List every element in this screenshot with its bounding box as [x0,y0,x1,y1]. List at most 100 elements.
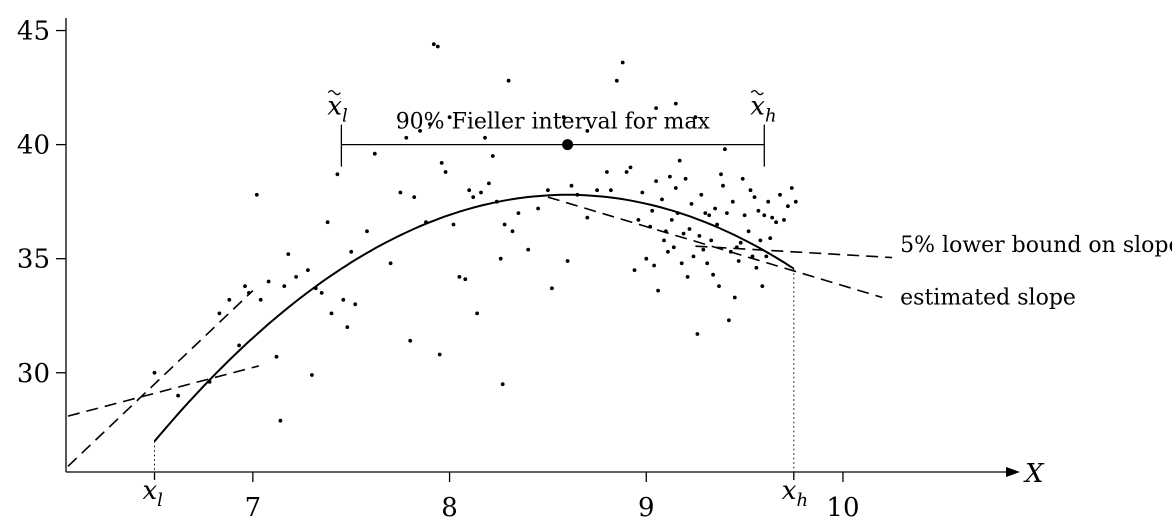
data-point [335,172,340,177]
data-point [654,106,658,110]
data-point [372,151,377,156]
data-point [439,161,444,165]
data-point [467,188,472,193]
data-point [717,284,721,288]
x-axis-arrow [1006,467,1020,477]
data-point [408,338,413,343]
x-special-label: xl [143,476,164,511]
data-point [685,275,690,279]
data-point [398,190,403,195]
data-point [721,183,725,188]
data-point [750,254,755,259]
data-point [345,325,350,329]
x-tick-label: 7 [245,493,262,523]
annotations: 5% lower bound on slope estimated slope [900,233,1172,310]
data-point [353,302,358,307]
fieller-low-label-sub: l [342,106,348,127]
data-point [770,215,775,220]
data-point [666,249,670,254]
data-point [662,238,666,243]
data-point [471,195,476,200]
data-point [506,78,511,83]
data-point [266,279,271,284]
data-point [652,263,656,268]
data-point [730,199,735,204]
data-point [341,297,346,302]
data-point [677,158,682,163]
data-point [585,215,590,220]
data-point [306,268,310,272]
data-point [693,115,698,120]
data-point [605,170,609,174]
data-point [679,261,684,266]
data-point [500,382,505,387]
data-point [457,275,462,279]
x-axis-label: X [1023,459,1045,489]
data-point [447,115,452,120]
data-point [707,213,712,218]
data-point [758,238,763,243]
x-tick-label: 9 [638,493,655,523]
data-point [756,208,761,213]
data-point [282,284,287,288]
data-point [546,188,550,193]
data-point [595,188,599,193]
data-point [687,227,692,231]
data-point [152,370,157,375]
data-point [479,190,483,195]
data-point [766,199,771,204]
data-point [286,252,291,256]
data-point [668,174,672,179]
tangent-line-lower-bound-slope [695,245,893,259]
annotation-label: 5% lower bound on slope [900,233,1172,258]
data-point [760,284,765,288]
fieller-low-label: xl [327,92,348,127]
fieller-high-label-main: x [750,92,765,122]
fieller-high-label: xh [750,92,776,127]
data-point [691,254,696,259]
data-point [774,220,778,225]
data-point [640,190,645,195]
data-point [736,259,741,263]
data-point [319,291,324,295]
data-point [428,122,432,126]
data-point [711,272,715,277]
data-point [217,311,222,316]
data-point [762,213,767,218]
data-point [697,234,702,238]
fieller-low-label-tilde [327,89,341,96]
data-point [673,186,678,190]
x-special-label-main: x [782,476,797,506]
data-point [412,195,417,200]
data-point [709,238,714,243]
data-point [550,286,554,291]
data-point [713,206,717,211]
data-point [536,206,540,211]
data-point [671,245,676,250]
data-point [660,197,664,202]
data-point [561,115,566,120]
data-point [435,44,440,49]
x-special-label: xh [782,476,808,511]
fieller-high-label-tilde [750,89,764,96]
data-point [705,261,710,266]
axes: X [65,18,1045,489]
data-point [727,318,731,323]
x-special-label-sub: h [796,490,808,511]
data-point [227,297,232,302]
data-point [673,101,678,106]
fieller-low-label-main: x [327,92,342,122]
data-point [746,229,751,234]
data-point [254,192,259,197]
data-point [699,192,704,197]
tangent-line-lower-left-steep [67,290,254,467]
data-point [451,222,456,227]
data-point [656,288,660,293]
data-point [681,231,686,236]
data-point [628,165,633,170]
scatter-points [152,42,798,423]
data-point [490,154,495,158]
data-point [723,147,727,152]
